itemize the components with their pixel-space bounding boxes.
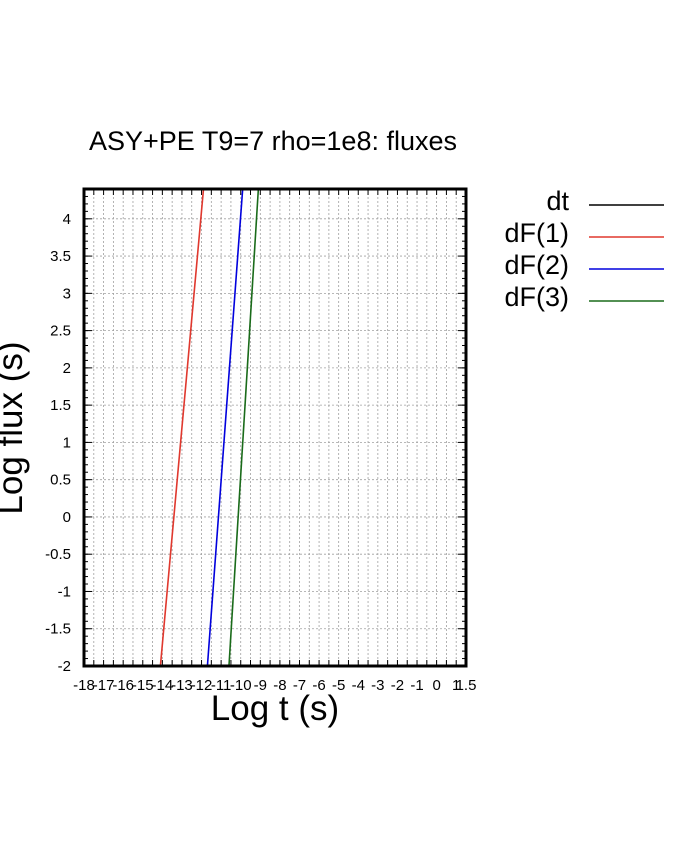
x-tick-label: -17 — [93, 677, 115, 694]
legend-label: dF(2) — [504, 250, 569, 280]
plot-lines — [159, 188, 260, 667]
x-tick-label: -2 — [391, 677, 404, 694]
y-tick-label: 2.5 — [50, 323, 71, 340]
x-tick-label: -6 — [312, 677, 325, 694]
x-tick-label: -11 — [211, 677, 232, 694]
y-tick-label: 2 — [63, 360, 71, 377]
legend-label: dF(1) — [504, 218, 569, 248]
x-tick-label: -15 — [132, 677, 154, 694]
x-tick-label: -3 — [371, 677, 384, 694]
x-tick-label: -16 — [112, 677, 134, 694]
y-tick-label: -2 — [58, 658, 71, 675]
x-tick-label: -12 — [191, 677, 213, 694]
x-tick-label: -14 — [152, 677, 174, 694]
series-line — [159, 188, 205, 667]
x-tick-label: 0 — [432, 677, 440, 694]
grid — [84, 189, 466, 666]
y-tick-label: -0.5 — [45, 546, 71, 563]
x-tick-labels: -18-17-16-15-14-13-12-11-10 -9 -8 -7 -6 -5 -4-… — [73, 677, 476, 694]
chart-title: ASY+PE T9=7 rho=1e8: fluxes — [89, 126, 457, 156]
x-tick-label: -13 — [171, 677, 193, 694]
y-tick-labels: 4 3.5 3 2.5 2 1.5 1 0.5 0 -0.5 -1 -1.5 -2 — [45, 211, 71, 675]
y-tick-label: 3 — [63, 285, 71, 302]
x-tick-label: 1.5 — [456, 677, 477, 694]
y-tick-label: -1 — [58, 583, 71, 600]
legend-label: dt — [546, 186, 569, 216]
x-tick-label: -1 — [410, 677, 423, 694]
series-line — [206, 188, 244, 667]
x-tick-label: -4 — [352, 677, 365, 694]
plot-frame — [82, 187, 468, 668]
x-tick-label: -18 — [73, 677, 95, 694]
y-tick-label: -1.5 — [45, 621, 71, 638]
x-tick-label: -7 — [293, 677, 306, 694]
series-line — [228, 188, 260, 667]
y-axis-label: Log flux (s) — [0, 341, 30, 514]
y-tick-label: 1.5 — [50, 397, 71, 414]
x-axis-label: Log t (s) — [211, 689, 339, 728]
axis-ticks — [83, 188, 467, 667]
legend-label: dF(3) — [504, 282, 569, 312]
x-tick-label: 1 — [452, 677, 460, 694]
y-tick-label: 0 — [63, 509, 71, 526]
x-tick-label: -8 — [273, 677, 286, 694]
y-tick-label: 0.5 — [50, 472, 71, 489]
y-tick-label: 4 — [63, 211, 71, 228]
x-tick-label: -5 — [332, 677, 345, 694]
y-tick-label: 1 — [63, 434, 71, 451]
x-tick-label: -9 — [254, 677, 267, 694]
x-tick-label: -10 — [230, 677, 252, 694]
y-tick-label: 3.5 — [50, 248, 71, 265]
